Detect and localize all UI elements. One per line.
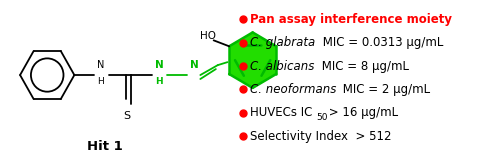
Text: N: N	[96, 60, 104, 70]
Text: N: N	[190, 60, 198, 70]
Text: H: H	[96, 77, 103, 86]
Text: MIC = 8 μg/mL: MIC = 8 μg/mL	[318, 60, 409, 73]
Text: N: N	[155, 60, 164, 70]
Polygon shape	[229, 32, 276, 88]
Text: Hit 1: Hit 1	[87, 140, 122, 153]
Text: > 16 μg/mL: > 16 μg/mL	[325, 106, 398, 119]
Text: 50: 50	[316, 113, 328, 122]
Text: HUVECs IC: HUVECs IC	[250, 106, 312, 119]
Text: S: S	[123, 111, 130, 121]
Text: Pan assay interference moiety: Pan assay interference moiety	[250, 13, 452, 26]
Text: Selectivity Index  > 512: Selectivity Index > 512	[250, 130, 392, 143]
Text: C. glabrata: C. glabrata	[250, 36, 316, 49]
Text: HO: HO	[200, 31, 216, 41]
Text: H: H	[155, 77, 162, 86]
Text: C. albicans: C. albicans	[250, 60, 314, 73]
Text: C. neoformans: C. neoformans	[250, 83, 336, 96]
Text: MIC = 0.0313 μg/mL: MIC = 0.0313 μg/mL	[319, 36, 443, 49]
Text: MIC = 2 μg/mL: MIC = 2 μg/mL	[340, 83, 430, 96]
